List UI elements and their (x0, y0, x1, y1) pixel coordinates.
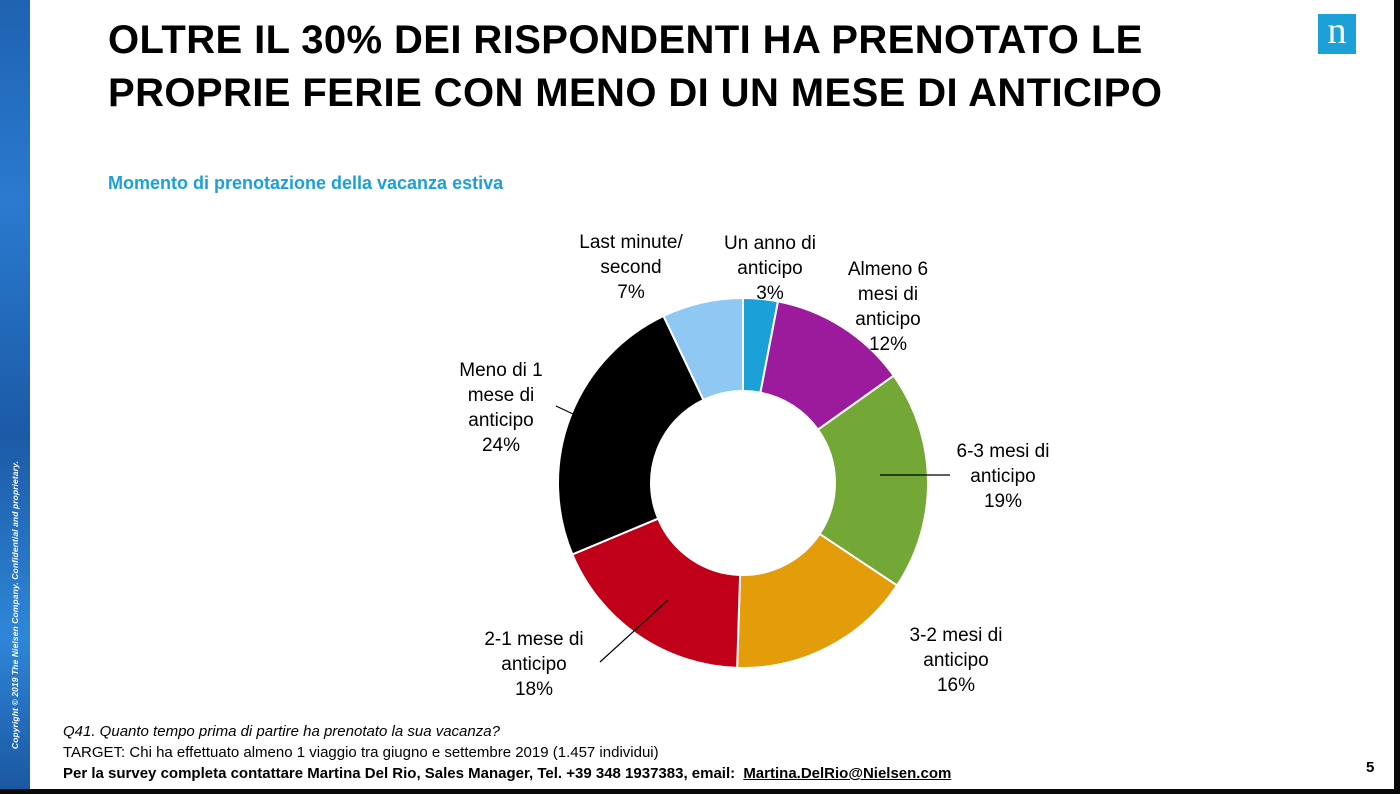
screen-edge-bottom (0, 789, 1400, 794)
slice-label: Meno di 1 mese di anticipo 24% (459, 360, 542, 456)
screen-edge-right (1394, 0, 1400, 794)
footer-contact: Per la survey completa contattare Martin… (63, 765, 951, 782)
footer-target: TARGET: Chi ha effettuato almeno 1 viagg… (63, 744, 659, 761)
label-leader-line (555, 405, 574, 415)
donut-slice (662, 296, 744, 402)
slice-label: Un anno di anticipo 3% (724, 233, 816, 304)
email-link[interactable]: Martina.DelRio@Nielsen.com (743, 765, 952, 782)
chart-subtitle: Momento di prenotazione della vacanza es… (108, 173, 504, 193)
slice-label: Last minute/second 7% (579, 232, 683, 303)
donut-slice (571, 517, 742, 669)
page-number: 5 (1366, 759, 1375, 776)
slice-label: 6-3 mesi di anticipo 19% (957, 441, 1050, 512)
slice-label: 3-2 mesi di anticipo 16% (910, 625, 1003, 696)
side-bar: Copyright © 2019 The Nielsen Company. Co… (0, 0, 30, 794)
donut-slice (557, 314, 705, 556)
slice-label: 2-1 mese di anticipo 18% (484, 629, 583, 700)
donut-slice (736, 532, 899, 669)
contact-text: Per la survey completa contattare Martin… (63, 765, 736, 782)
footer-question: Q41. Quanto tempo prima di partire ha pr… (63, 723, 500, 740)
slice-label: Almeno 6 mesi di anticipo 12% (848, 259, 928, 355)
slide-title: OLTRE IL 30% DEI RISPONDENTI HA PRENOTAT… (108, 18, 1163, 115)
label-leader-line (599, 599, 669, 663)
donut-slice (816, 374, 929, 587)
nielsen-logo: n (1318, 12, 1356, 54)
